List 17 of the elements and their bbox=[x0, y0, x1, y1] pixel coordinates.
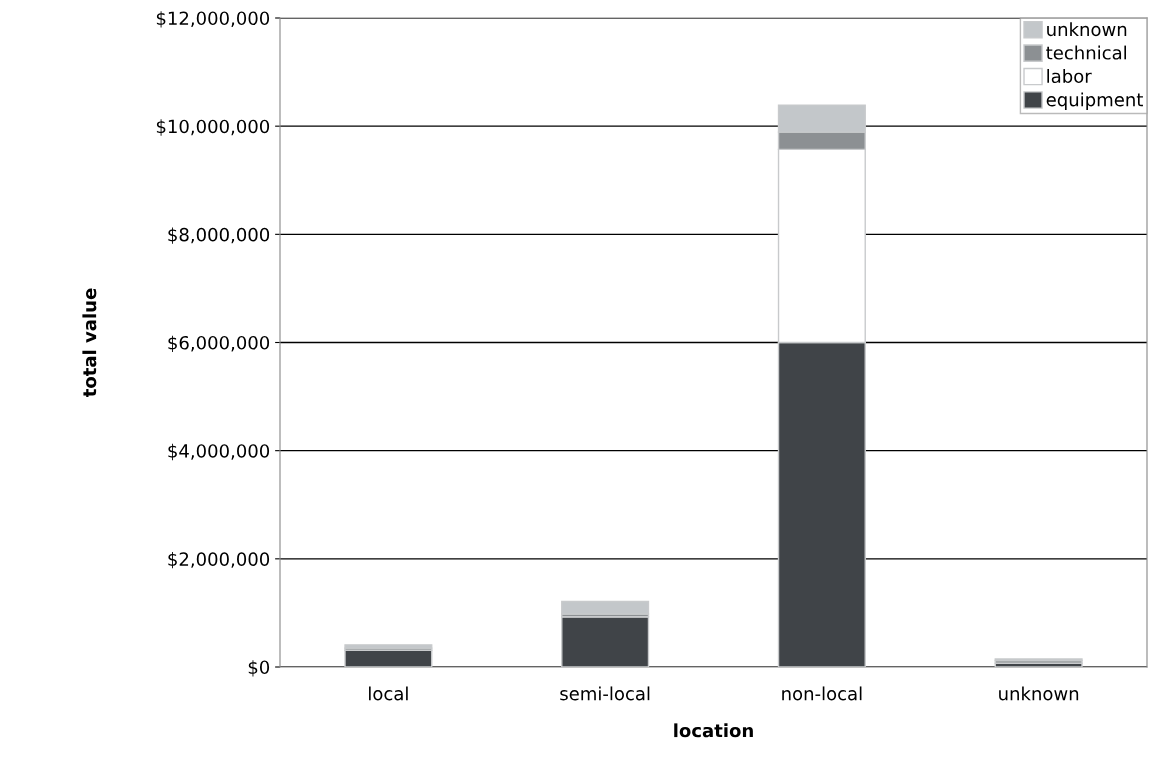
y-axis-title: total value bbox=[82, 288, 97, 398]
x-tick-label: unknown bbox=[999, 686, 1079, 701]
y-tick-label: $0 bbox=[248, 660, 270, 677]
y-tick-label: $10,000,000 bbox=[156, 119, 270, 136]
x-tick-label: non-local bbox=[782, 686, 862, 701]
y-tick-label: $6,000,000 bbox=[168, 335, 270, 353]
y-tick-label: $4,000,000 bbox=[168, 443, 270, 461]
legend-label: equipment bbox=[1046, 92, 1143, 110]
y-tick-label: $8,000,000 bbox=[168, 227, 270, 244]
legend-label: unknown bbox=[1047, 22, 1127, 37]
y-tick-label: $12,000,000 bbox=[156, 11, 270, 28]
x-tick-label: local bbox=[369, 686, 408, 701]
y-tick-label: $2,000,000 bbox=[168, 551, 270, 569]
x-tick-label: semi-local bbox=[560, 686, 650, 701]
legend-label: technical bbox=[1046, 45, 1127, 60]
x-axis-title: location bbox=[674, 723, 753, 738]
legend-label: labor bbox=[1047, 69, 1092, 83]
